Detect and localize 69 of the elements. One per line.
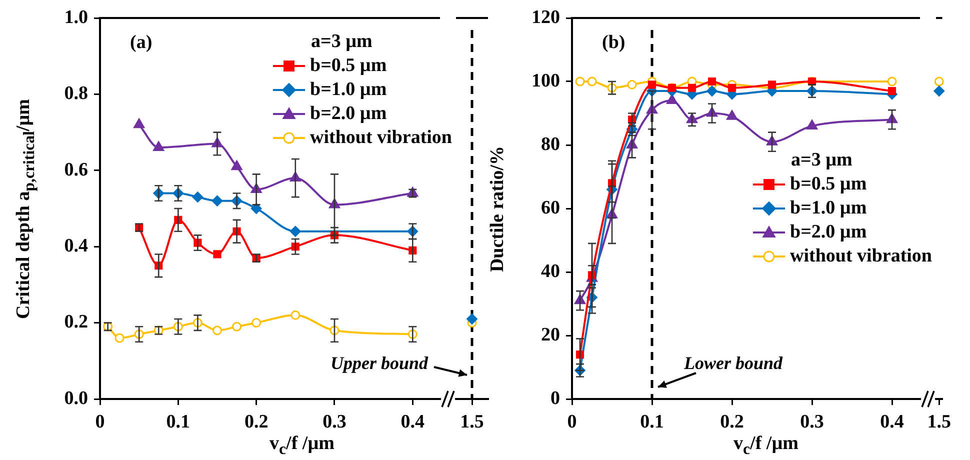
point (232, 322, 242, 332)
legend-label: without vibration (310, 126, 452, 148)
x-axis-title: v$_{c}$/f /µm (734, 433, 798, 459)
legend-label: b=1.0 µm (310, 78, 387, 100)
ref-line-label: Lower bound (683, 353, 784, 373)
point (114, 333, 124, 343)
y-tick-label: 0.4 (64, 236, 88, 257)
legend-title: a=3 µm (791, 149, 853, 170)
point (252, 318, 262, 328)
y-tick-label: 0 (550, 388, 560, 409)
y-tick-label: 80 (541, 134, 560, 155)
point (212, 195, 223, 206)
point (231, 160, 242, 170)
point (213, 250, 222, 258)
point (133, 118, 145, 128)
legend-label: b=1.0 µm (790, 197, 867, 218)
x-tick-label: 0.1 (166, 411, 190, 432)
x-tick-label: 1.5 (927, 411, 951, 432)
point (587, 76, 597, 86)
x-tick-label: 0.3 (800, 411, 824, 432)
x-tick-label: 0.3 (322, 411, 346, 432)
x-tick-label: 0 (95, 411, 105, 432)
y-tick-label: 0.2 (64, 312, 88, 333)
y-tick-label: 120 (532, 6, 560, 28)
point (250, 203, 262, 214)
legend-label: without vibration (790, 245, 932, 266)
x-tick-label: 0 (567, 411, 577, 432)
point (648, 80, 656, 89)
point (728, 84, 736, 92)
point (666, 94, 678, 104)
point (575, 76, 585, 86)
point (708, 77, 716, 86)
y-tick-label: 40 (541, 260, 560, 282)
point (768, 80, 776, 89)
point (627, 80, 637, 90)
legend-title: a=3 µm (311, 30, 373, 52)
y-tick-label: 60 (541, 197, 560, 218)
y-tick-label: 20 (541, 324, 560, 346)
y-tick-label: 100 (532, 70, 560, 92)
x-tick-label: 1.5 (460, 411, 484, 432)
y-axis-title: Ductile ratio/% (487, 145, 509, 272)
x-tick-label: 0.2 (244, 411, 268, 432)
legend-label: b=2.0 µm (790, 221, 867, 242)
legend-label: b=2.0 µm (310, 102, 387, 124)
point (806, 119, 818, 130)
y-tick-label: 0.8 (64, 83, 88, 104)
point (290, 310, 300, 320)
annotation: (a) (130, 32, 152, 53)
x-axis-title: v$_{c}$/f /µm (270, 433, 334, 459)
point (212, 326, 222, 336)
ref-line-label: Upper bound (330, 353, 429, 373)
x-tick-label: 0.4 (880, 411, 904, 432)
point (888, 86, 896, 96)
legend-label: b=0.5 µm (310, 54, 387, 76)
annotation: (b) (602, 32, 626, 53)
x-tick-label: 0.2 (720, 411, 744, 432)
point (688, 84, 696, 92)
point (887, 76, 897, 86)
point (152, 141, 164, 152)
y-tick-label: 1.0 (64, 6, 88, 28)
point (706, 86, 718, 97)
y-tick-label: 0.0 (64, 388, 88, 409)
y-tick-label: 0.6 (64, 159, 88, 180)
x-tick-label: 0.1 (640, 411, 664, 432)
point (726, 110, 738, 120)
point (192, 192, 204, 203)
point (290, 226, 301, 237)
legend-label: b=0.5 µm (790, 173, 867, 194)
x-tick-label: 0.4 (400, 411, 426, 432)
